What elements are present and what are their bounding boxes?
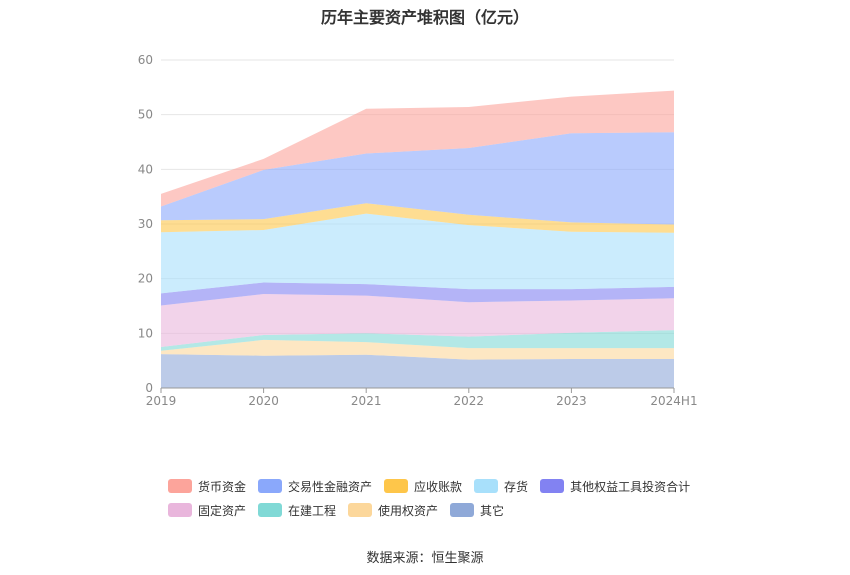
area-series-2	[161, 330, 674, 351]
area-series-0	[161, 354, 674, 388]
x-tick-label: 2022	[454, 394, 485, 408]
x-tick-label: 2019	[146, 394, 177, 408]
y-tick-label: 30	[138, 217, 153, 231]
legend-swatch	[168, 503, 192, 517]
area-series-group	[161, 90, 674, 388]
area-series-3	[161, 294, 674, 347]
legend-label: 货币资金	[198, 479, 247, 494]
legend-swatch	[258, 503, 283, 517]
legend-label: 存货	[504, 479, 529, 494]
legend-label: 交易性金融资产	[288, 479, 373, 494]
y-tick-label: 60	[138, 53, 153, 67]
x-tick-label: 2023	[556, 394, 587, 408]
legend-swatch	[384, 479, 409, 493]
legend-swatch	[348, 503, 373, 517]
data-source: 数据来源：恒生聚源	[366, 551, 484, 566]
x-tick-label: 2024H1	[650, 394, 697, 408]
legend-row-1: 货币资金 交易性金融资产 应收账款 存货 其他权益工具投资合计	[168, 474, 728, 498]
x-tick-label: 2021	[351, 394, 382, 408]
legend-label: 其它	[480, 503, 505, 518]
y-tick-label: 10	[138, 326, 153, 340]
area-series-7	[161, 132, 674, 225]
legend: 货币资金 交易性金融资产 应收账款 存货 其他权益工具投资合计 固定资产 在建工程 使用权资…	[168, 474, 728, 522]
legend-swatch	[450, 503, 475, 517]
legend-item[interactable]: 使用权资产	[348, 502, 438, 519]
area-series-5	[161, 213, 674, 294]
legend-label: 其他权益工具投资合计	[570, 479, 691, 494]
legend-label: 固定资产	[198, 503, 247, 518]
legend-item[interactable]: 在建工程	[258, 502, 336, 519]
x-tick-label: 2020	[248, 394, 279, 408]
legend-item[interactable]: 货币资金	[168, 478, 246, 495]
area-series-6	[161, 203, 674, 233]
legend-swatch	[474, 479, 499, 493]
legend-item[interactable]: 固定资产	[168, 502, 246, 519]
legend-item[interactable]: 应收账款	[384, 478, 462, 495]
y-tick-label: 50	[138, 108, 153, 122]
area-series-1	[161, 339, 674, 360]
legend-item[interactable]: 交易性金融资产	[258, 478, 372, 495]
area-series-4	[161, 282, 674, 306]
axes: 0 10 20 30 40 50 60 2019 2020 2021 2022 2023 2024H1	[138, 53, 698, 408]
legend-item[interactable]: 其它	[450, 502, 504, 519]
area-series-8	[161, 90, 674, 207]
y-tick-label: 0	[145, 381, 153, 395]
stacked-area-chart: 0 10 20 30 40 50 60 2019 2020 2021 2022 2023 2024H1	[138, 53, 698, 408]
legend-label: 在建工程	[288, 503, 337, 518]
legend-swatch	[258, 479, 283, 493]
y-tick-label: 20	[138, 272, 153, 286]
legend-row-2: 固定资产 在建工程 使用权资产 其它	[168, 498, 728, 522]
chart-title: 历年主要资产堆积图（亿元）	[320, 8, 529, 27]
legend-swatch	[168, 479, 192, 493]
legend-item[interactable]: 存货	[474, 478, 528, 495]
y-tick-label: 40	[138, 162, 153, 176]
legend-swatch	[540, 479, 565, 493]
legend-item[interactable]: 其他权益工具投资合计	[540, 478, 690, 495]
legend-label: 使用权资产	[378, 503, 439, 518]
legend-label: 应收账款	[414, 479, 463, 494]
